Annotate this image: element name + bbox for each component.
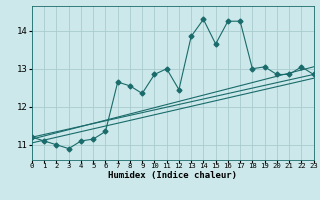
X-axis label: Humidex (Indice chaleur): Humidex (Indice chaleur)	[108, 171, 237, 180]
